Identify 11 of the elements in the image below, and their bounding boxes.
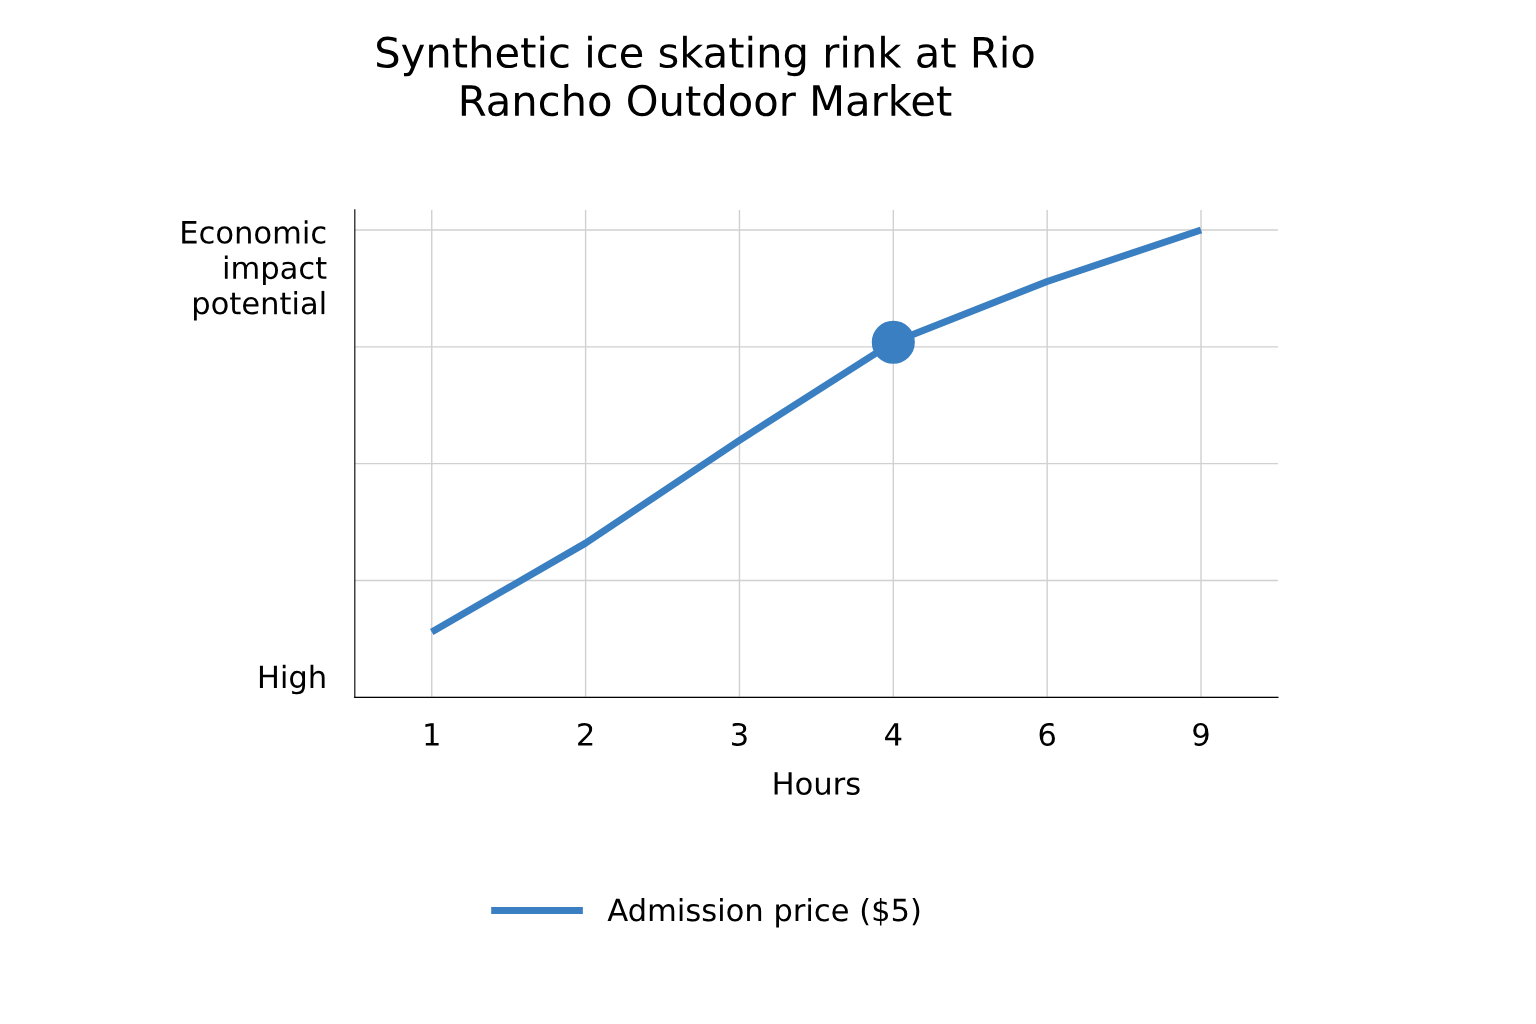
x-tick-label: 4 bbox=[885, 723, 902, 746]
legend-label: Admission price ($5) bbox=[607, 897, 920, 928]
x-tick-label: 9 bbox=[1193, 722, 1209, 746]
x-axis-title: Hours bbox=[774, 772, 860, 796]
x-tick-label: 1 bbox=[425, 723, 439, 746]
x-tick-label: 6 bbox=[1039, 722, 1055, 746]
y-axis-title: Economic impact potential bbox=[182, 220, 327, 321]
x-tick-label: 2 bbox=[578, 722, 593, 746]
x-tick-label: 3 bbox=[732, 722, 747, 746]
text: High bbox=[259, 664, 325, 695]
chart-title: Synthetic ice skating rink at Rio Rancho Outdoor Market bbox=[376, 35, 1034, 117]
